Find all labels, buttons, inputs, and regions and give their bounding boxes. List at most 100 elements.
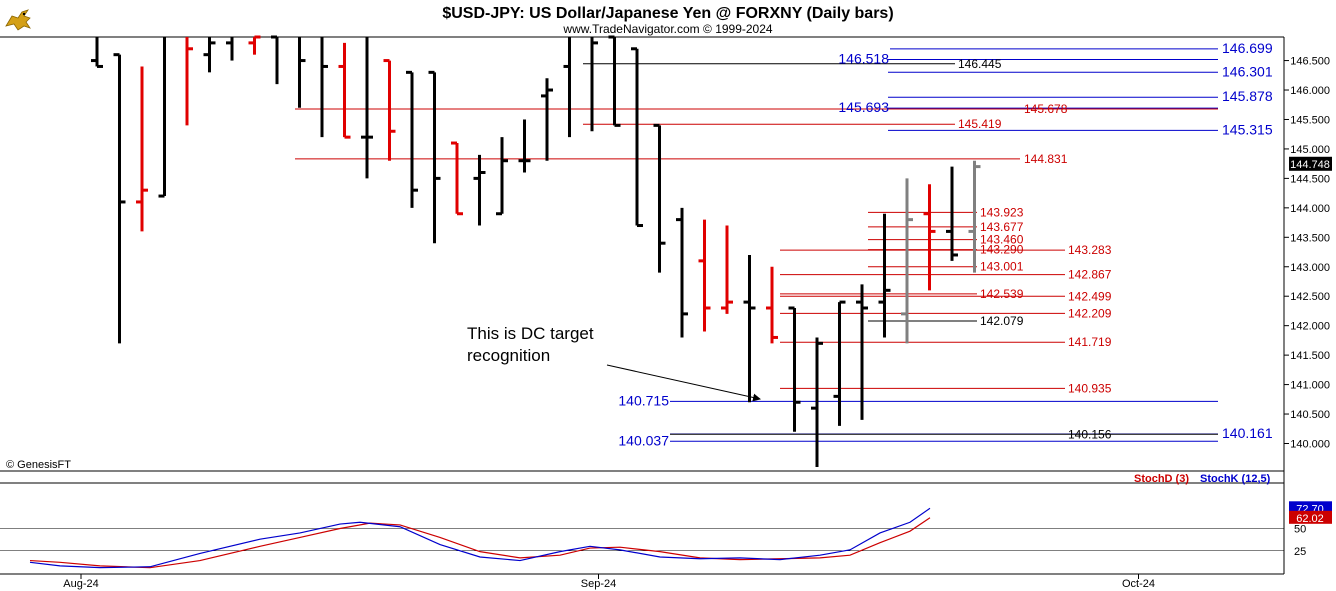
level-label: 146.445 [958,57,1002,71]
level-label: 143.923 [980,205,1024,219]
level-label: 146.301 [1222,63,1273,79]
level-label: 145.693 [838,99,889,115]
chart-title: $USD-JPY: US Dollar/Japanese Yen @ FORXN… [442,5,893,22]
y-tick-label: 145.500 [1290,114,1330,126]
x-tick-label: Aug-24 [63,578,98,590]
price-bar [320,37,328,138]
price-bar [743,254,756,403]
level-label: 145.678 [1024,102,1068,116]
last-price-flag [1289,156,1332,171]
price-bar [721,225,733,314]
price-bar [185,37,193,126]
level-label: 144.831 [1024,152,1068,166]
price-bar [698,219,711,332]
price-bar [766,266,778,344]
level-label: 145.878 [1222,88,1273,104]
y-tick-label: 146.500 [1290,56,1330,68]
price-bar [113,53,126,344]
stoch-d-legend: StochD (3) [1134,473,1189,485]
stoch-tick-label: 50 [1294,524,1306,536]
watermark: © GenesisFT [6,459,71,471]
y-tick-label: 143.000 [1290,262,1330,274]
level-label: 143.677 [980,220,1024,234]
y-tick-label: 140.500 [1290,409,1330,421]
level-label: 142.867 [1068,268,1112,282]
price-bar [923,184,936,291]
y-tick-label: 146.000 [1290,85,1330,97]
y-tick-label: 144.000 [1290,203,1330,215]
level-label: 142.499 [1068,289,1112,303]
y-tick-label: 140.000 [1290,438,1330,450]
price-bar [518,119,531,173]
price-bar [590,37,598,132]
annotation-arrow [606,364,761,402]
price-bar [383,59,396,161]
level-label: 142.539 [980,287,1024,301]
annotation-text: recognition [467,346,550,365]
level-label: 141.719 [1068,335,1112,349]
last-price-label: 144.748 [1290,159,1330,171]
price-bar [878,213,891,338]
price-bar [496,137,508,216]
stoch-d-value: 62.02 [1296,513,1324,525]
level-label: 146.699 [1222,40,1273,56]
y-tick-label: 142.000 [1290,321,1330,333]
level-label: 140.037 [618,432,669,448]
level-label: 146.518 [838,51,889,67]
stoch-k-legend: StochK (12,5) [1200,473,1271,485]
stoch-k-line [29,507,931,569]
level-label: 143.290 [980,243,1024,257]
price-bar [473,154,486,226]
price-bar [811,337,823,468]
price-bar [298,37,306,108]
level-label: 143.460 [980,233,1024,247]
price-bar [676,207,688,338]
level-label: 145.315 [1222,121,1273,137]
annotation-text: This is DC target [467,324,594,343]
price-bar [451,141,463,216]
stoch-d-line [29,517,931,569]
price-bar [406,70,418,208]
price-bar [226,37,234,61]
price-bar [608,35,621,127]
price-bar [361,37,373,179]
y-tick-label: 141.000 [1290,380,1330,392]
price-bar [203,37,216,73]
level-label: 142.209 [1068,306,1112,320]
y-tick-label: 144.500 [1290,173,1330,185]
level-label: 140.156 [1068,427,1112,441]
y-tick-label: 145.000 [1290,144,1330,156]
stoch-d-flag [1289,510,1332,524]
price-bar [653,123,666,273]
price-bar [271,35,279,85]
price-bar [968,160,981,273]
stoch-tick-label: 25 [1294,546,1306,558]
price-bar [248,35,261,55]
price-bar [901,178,913,344]
price-bar [158,37,166,198]
level-label: 145.419 [958,117,1002,131]
price-bar [338,42,351,139]
price-bar [631,47,643,228]
level-label: 143.283 [1068,243,1112,257]
price-bar [428,70,441,244]
level-label: 140.161 [1222,425,1273,441]
price-bar [541,78,553,161]
price-bar [136,66,148,232]
price-bar [788,306,801,432]
y-tick-label: 141.500 [1290,350,1330,362]
y-tick-label: 142.500 [1290,291,1330,303]
x-tick-label: Oct-24 [1122,578,1155,590]
price-bar [833,300,846,426]
chart-subtitle: www.TradeNavigator.com © 1999-2024 [562,22,772,36]
price-bar [91,37,103,68]
y-tick-label: 143.500 [1290,232,1330,244]
level-label: 140.715 [618,392,669,408]
level-label: 143.001 [980,260,1024,274]
price-bar [856,284,868,420]
x-tick-label: Sep-24 [581,578,616,590]
level-label: 140.935 [1068,381,1112,395]
price-bar [563,37,571,138]
